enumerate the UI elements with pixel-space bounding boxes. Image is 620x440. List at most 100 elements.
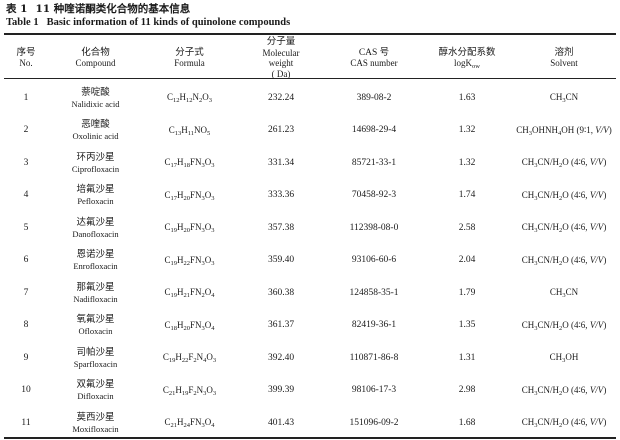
compound-name-en: Ofloxacin	[78, 326, 113, 337]
cell-cas: 85721-33-1	[351, 157, 397, 168]
formula: C17H18FN3O3	[164, 157, 215, 170]
compound-name-en: Oxolinic acid	[72, 131, 119, 142]
compound-name-en: Danofloxacin	[72, 228, 119, 239]
cell-formula: C19H22F2N4O3	[143, 342, 236, 375]
cell-solvent: CH3CN/H2O (4∶6, V/V)	[512, 180, 616, 213]
formula: C12H12N2O3	[166, 92, 212, 105]
table-caption-zh: 表 1 11 种喹诺酮类化合物的基本信息	[6, 3, 190, 15]
cell-compound: 双氟沙星 Difloxacin	[48, 375, 143, 408]
bottom-rule	[4, 437, 616, 439]
header-rule	[4, 78, 616, 79]
header-compound: 化合物 Compound	[75, 47, 116, 69]
solvent: CH3CN	[549, 92, 579, 105]
cell-molecular-weight: 360.38	[267, 287, 295, 298]
cell-no: 8	[23, 320, 29, 331]
compound-name-zh: 培氟沙星	[76, 185, 115, 196]
cell-formula: C17H20FN3O3	[143, 180, 236, 213]
cell-solvent: CH3CN/H2O (4∶6, V/V)	[512, 375, 616, 408]
cell-no: 10	[21, 385, 31, 396]
solvent: CH3CN/H2O (4∶6, V/V)	[521, 157, 607, 170]
cell-solvent: CH3CN/H2O (4∶6, V/V)	[512, 407, 616, 440]
cell-compound: 萘啶酸 Nalidixic acid	[48, 79, 143, 115]
compound-name-zh: 环丙沙星	[76, 152, 115, 163]
cell-logk: 2.98	[458, 385, 476, 396]
cell-molecular-weight: 333.36	[267, 190, 295, 201]
cell-no: 3	[23, 157, 29, 168]
cell-formula: C19H21FN2O4	[143, 277, 236, 310]
compound-name-en: Enrofloxacin	[73, 261, 118, 272]
cell-solvent: CH3OH	[512, 342, 616, 375]
cell-formula: C13H11NO5	[143, 115, 236, 148]
compound-name-en: Moxifloxacin	[72, 423, 119, 434]
compound-name-zh: 达氟沙星	[76, 217, 115, 228]
cell-no: 9	[23, 352, 29, 363]
cell-logk: 1.32	[458, 157, 476, 168]
table-row: 1 萘啶酸 Nalidixic acid C12H12N2O3 232.24 389-08…	[4, 79, 616, 115]
table-label-en: Table 1	[6, 17, 39, 28]
table-label-zh: 表 1	[6, 3, 28, 15]
table-row: 11 莫西沙星 Moxifloxacin C21H24FN3O4 401.43 15109…	[4, 407, 616, 440]
formula: C19H21FN2O4	[164, 287, 215, 300]
compound-name-zh: 双氟沙星	[76, 380, 115, 391]
solvent: CH3OHNH4OH (9∶1, V/V)	[516, 124, 612, 137]
solvent: CH3OH	[549, 352, 579, 365]
cell-logk: 1.63	[458, 92, 476, 103]
solvent: CH3CN/H2O (4∶6, V/V)	[521, 384, 607, 397]
cell-solvent: CH3CN/H2O (4∶6, V/V)	[512, 310, 616, 343]
cell-cas: 14698-29-4	[351, 125, 397, 136]
cell-compound: 达氟沙星 Danofloxacin	[48, 212, 143, 245]
formula: C13H11NO5	[168, 124, 211, 137]
cell-cas: 70458-92-3	[351, 190, 397, 201]
cell-no: 5	[23, 222, 29, 233]
cell-logk: 1.32	[458, 125, 476, 136]
cell-molecular-weight: 232.24	[267, 92, 295, 103]
compound-name-en: Nadifloxacin	[73, 293, 118, 304]
solvent: CH3CN/H2O (4∶6, V/V)	[521, 189, 607, 202]
cell-cas: 124858-35-1	[349, 287, 399, 298]
formula: C18H20FN3O4	[164, 319, 215, 332]
header-cas: CAS 号 CAS number	[350, 47, 398, 69]
cell-cas: 389-08-2	[356, 92, 392, 103]
compound-name-zh: 司帕沙星	[76, 347, 115, 358]
cell-formula: C12H12N2O3	[143, 79, 236, 115]
cell-compound: 莫西沙星 Moxifloxacin	[48, 407, 143, 440]
quinolone-table: 序号 No. 化合物 Compound 分子式 Formula 分子量 Molecula…	[4, 36, 616, 440]
cell-solvent: CH3CN	[512, 79, 616, 115]
solvent: CH3CN/H2O (4∶6, V/V)	[521, 417, 607, 430]
formula: C19H20FN3O3	[164, 222, 215, 235]
compound-name-zh: 莫西沙星	[76, 412, 115, 423]
cell-formula: C21H19F2N3O3	[143, 375, 236, 408]
cell-solvent: CH3CN/H2O (4∶6, V/V)	[512, 147, 616, 180]
compound-name-en: Nalidixic acid	[71, 98, 120, 109]
cell-no: 7	[23, 287, 29, 298]
table-row: 7 那氟沙星 Nadifloxacin C19H21FN2O4 360.38 124858…	[4, 277, 616, 310]
cell-no: 1	[23, 92, 29, 103]
cell-solvent: CH3OHNH4OH (9∶1, V/V)	[512, 115, 616, 148]
compound-name-zh: 氧氟沙星	[76, 315, 115, 326]
formula: C19H22F2N4O3	[162, 352, 217, 365]
table-row: 4 培氟沙星 Pefloxacin C17H20FN3O3 333.36 70458-92…	[4, 180, 616, 213]
cell-compound: 环丙沙星 Ciprofloxacin	[48, 147, 143, 180]
table-row: 10 双氟沙星 Difloxacin C21H19F2N3O3 399.39 98106-…	[4, 375, 616, 408]
cell-cas: 151096-09-2	[349, 417, 399, 428]
header-solvent: 溶剂 Solvent	[550, 47, 578, 69]
cell-logk: 1.79	[458, 287, 476, 298]
compound-name-en: Pefloxacin	[77, 196, 114, 207]
cell-cas: 93106-60-6	[351, 255, 397, 266]
compound-name-zh: 恶喹酸	[81, 120, 110, 131]
cell-molecular-weight: 392.40	[267, 352, 295, 363]
table-row: 6 恩诺沙星 Enrofloxacin C19H22FN3O3 359.40 93106-…	[4, 245, 616, 278]
table-row: 5 达氟沙星 Danofloxacin C19H20FN3O3 357.38 112398…	[4, 212, 616, 245]
cell-formula: C19H20FN3O3	[143, 212, 236, 245]
cell-molecular-weight: 261.23	[267, 125, 295, 136]
cell-molecular-weight: 401.43	[267, 417, 295, 428]
top-rule	[4, 33, 616, 35]
cell-logk: 2.58	[458, 222, 476, 233]
table-row: 8 氧氟沙星 Ofloxacin C18H20FN3O4 361.37 82419-36-…	[4, 310, 616, 343]
cell-compound: 恩诺沙星 Enrofloxacin	[48, 245, 143, 278]
cell-compound: 司帕沙星 Sparfloxacin	[48, 342, 143, 375]
formula: C17H20FN3O3	[164, 189, 215, 202]
table-body: 1 萘啶酸 Nalidixic acid C12H12N2O3 232.24 389-08…	[4, 79, 616, 440]
solvent: CH3CN	[549, 287, 579, 300]
cell-compound: 培氟沙星 Pefloxacin	[48, 180, 143, 213]
